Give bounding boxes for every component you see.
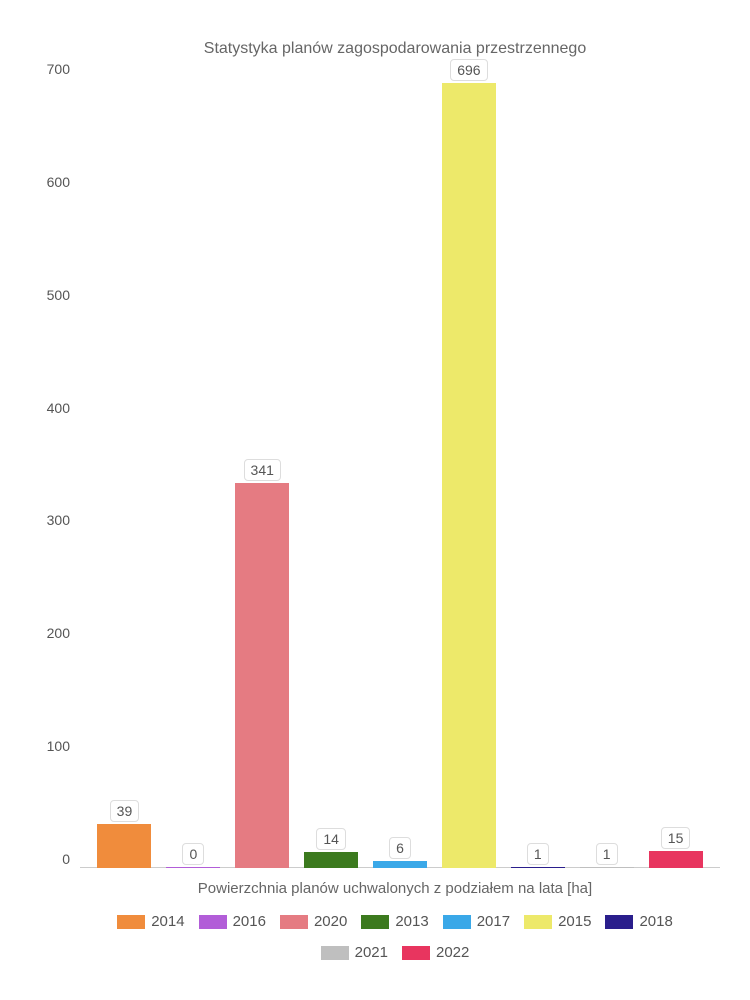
bar-value-label: 15 [661,827,691,849]
legend-item: 2022 [402,944,469,961]
legend-swatch [605,915,633,929]
y-tick: 0 [62,851,70,867]
legend-item: 2016 [199,913,266,930]
y-tick: 600 [47,174,70,190]
legend-item: 2017 [443,913,510,930]
bar [511,867,565,868]
y-tick: 400 [47,400,70,416]
y-tick: 700 [47,61,70,77]
bar [304,852,358,868]
bar [649,851,703,868]
legend-swatch [199,915,227,929]
bar-value-label: 341 [244,459,281,481]
y-tick: 500 [47,287,70,303]
y-tick: 300 [47,512,70,528]
bar-value-label: 1 [596,843,618,865]
bar [166,867,220,868]
legend-item: 2013 [361,913,428,930]
bar-value-label: 6 [389,837,411,859]
bar [580,867,634,868]
legend-swatch [402,946,430,960]
chart-container: Statystyka planów zagospodarowania przes… [0,0,750,1000]
legend-swatch [443,915,471,929]
bar-wrapper: 14 [299,828,364,868]
legend-item: 2018 [605,913,672,930]
bar-wrapper: 1 [574,843,639,868]
legend-label: 2016 [233,913,266,930]
bar-wrapper: 39 [92,800,157,868]
legend-swatch [117,915,145,929]
legend-swatch [321,946,349,960]
bar-value-label: 39 [110,800,140,822]
legend-item: 2021 [321,944,388,961]
bar-wrapper: 341 [230,459,295,868]
legend-label: 2022 [436,944,469,961]
bar-wrapper: 0 [161,843,226,868]
y-tick: 100 [47,738,70,754]
bars-area: 3903411466961115 [80,78,720,868]
bar-value-label: 0 [182,843,204,865]
legend-swatch [280,915,308,929]
bar-wrapper: 1 [505,843,570,868]
legend-swatch [524,915,552,929]
bar [373,861,427,868]
chart-title: Statystyka planów zagospodarowania przes… [70,40,720,58]
bar-wrapper: 696 [436,59,501,868]
plot-area: 0100200300400500600700 3903411466961115 [80,78,720,868]
legend-item: 2014 [117,913,184,930]
bar [235,483,289,868]
legend-label: 2017 [477,913,510,930]
x-axis-label: Powierzchnia planów uchwalonych z podzia… [70,880,720,897]
bar-wrapper: 6 [368,837,433,868]
bar-value-label: 14 [316,828,346,850]
legend-label: 2014 [151,913,184,930]
legend-item: 2020 [280,913,347,930]
legend-label: 2015 [558,913,591,930]
legend-label: 2018 [639,913,672,930]
legend-item: 2015 [524,913,591,930]
bar-value-label: 1 [527,843,549,865]
legend-label: 2021 [355,944,388,961]
legend-label: 2013 [395,913,428,930]
legend-label: 2020 [314,913,347,930]
y-axis: 0100200300400500600700 [30,78,80,868]
bar [442,83,496,868]
bar [97,824,151,868]
legend-swatch [361,915,389,929]
y-tick: 200 [47,625,70,641]
bar-value-label: 696 [450,59,487,81]
legend: 2014 2016 2020 2013 2017 2015 2018 2021 2022 [70,913,720,961]
bar-wrapper: 15 [643,827,708,868]
